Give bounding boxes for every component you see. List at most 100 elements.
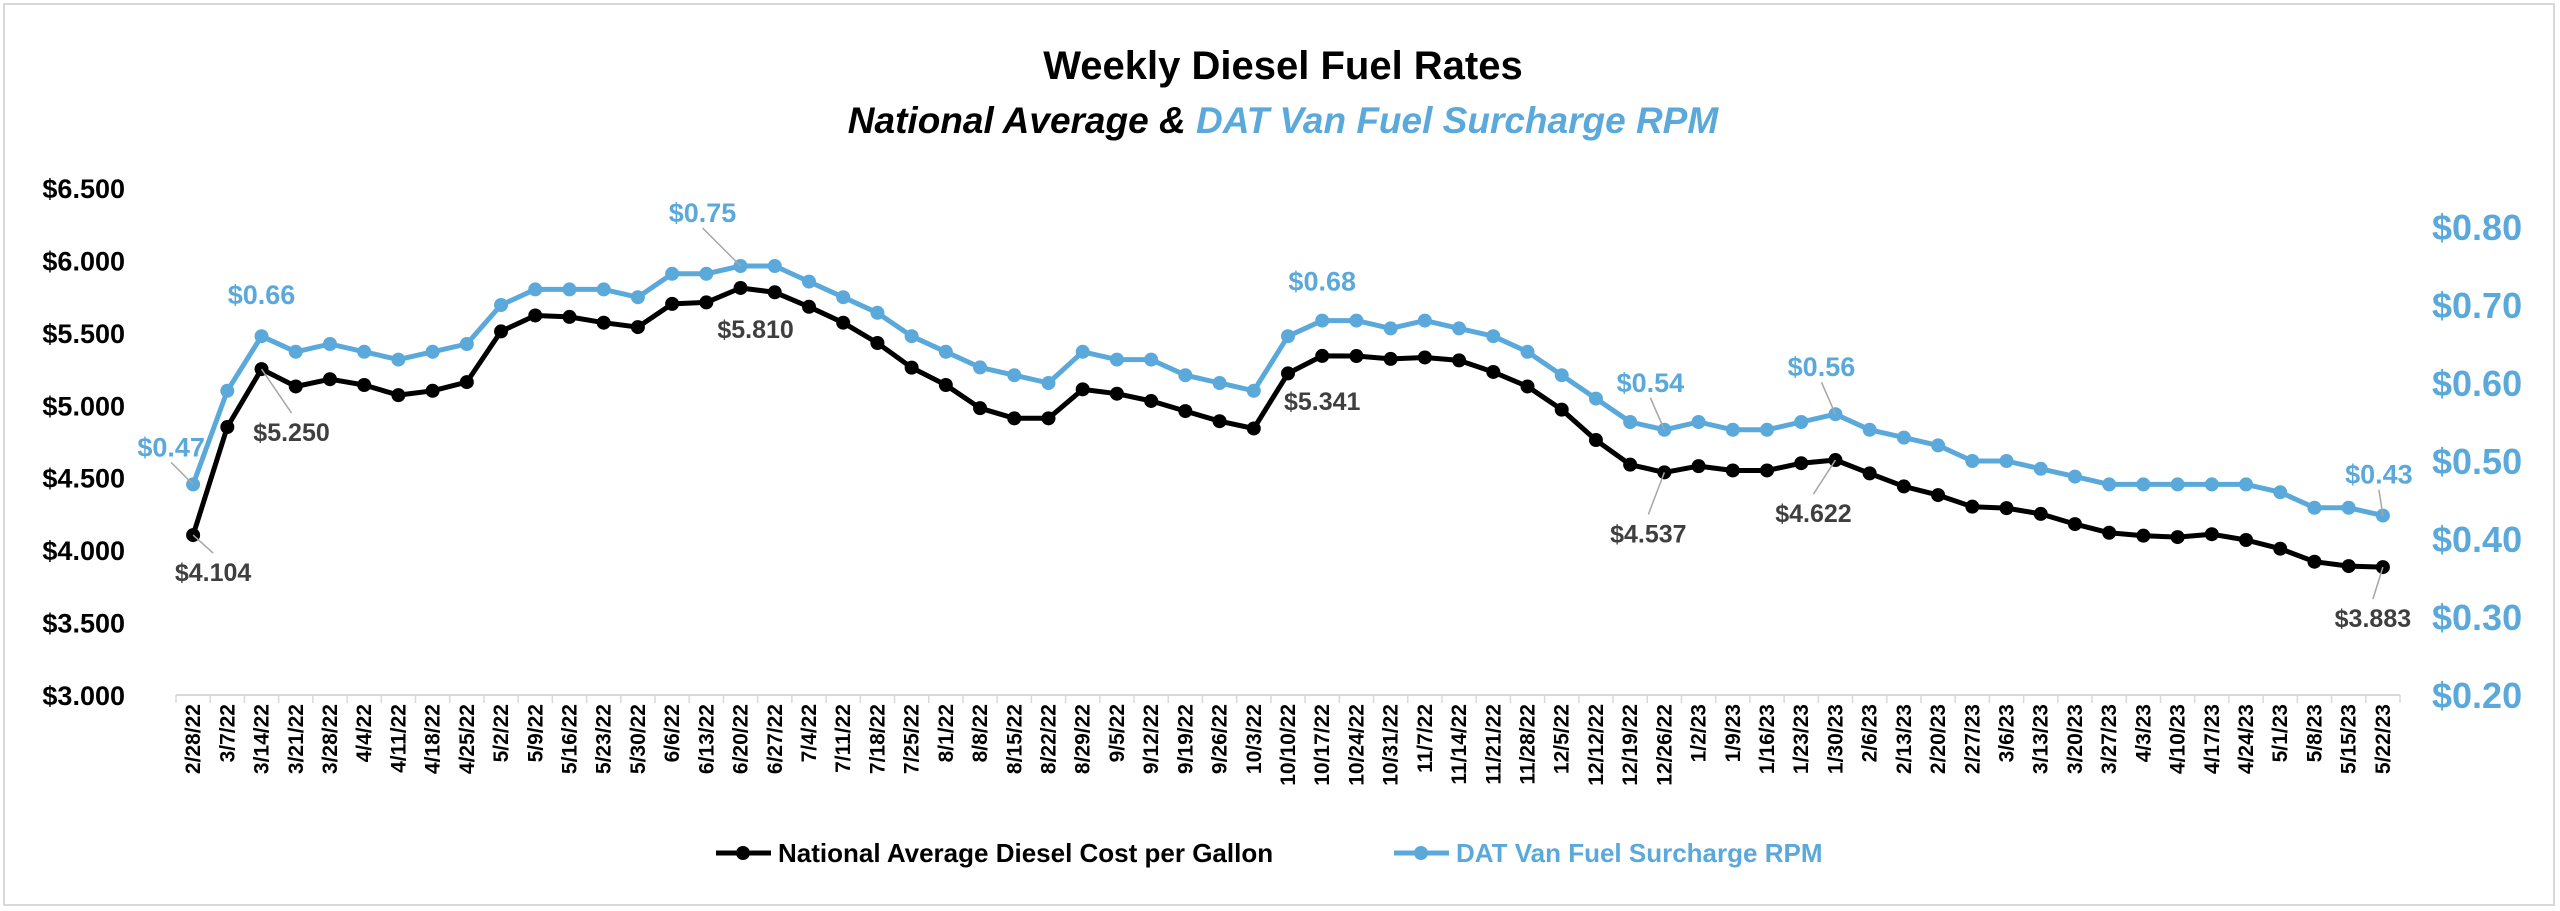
- data-point-dat-surcharge: [1725, 422, 1740, 437]
- x-tick-label: 6/13/22: [695, 704, 718, 774]
- data-label-national-average: $5.341: [1284, 388, 1361, 416]
- data-point-national-average: [1246, 421, 1261, 436]
- data-point-national-average: [870, 335, 885, 350]
- data-point-national-average: [1417, 350, 1432, 365]
- data-point-dat-surcharge: [1486, 329, 1501, 344]
- data-label-dat-surcharge: $0.75: [669, 198, 737, 228]
- x-tick-label: 9/19/22: [1174, 704, 1197, 774]
- x-tick-label: 1/23/23: [1790, 704, 1813, 774]
- x-tick-label: 3/27/23: [2098, 704, 2121, 774]
- data-point-national-average: [904, 360, 919, 375]
- data-point-national-average: [1691, 459, 1706, 474]
- x-tick-label: 9/5/22: [1106, 704, 1129, 762]
- data-point-dat-surcharge: [2170, 477, 2185, 492]
- data-point-dat-surcharge: [1999, 454, 2014, 468]
- x-tick-label: 6/6/22: [661, 704, 684, 762]
- data-point-dat-surcharge: [1349, 313, 1364, 328]
- data-point-national-average: [1075, 382, 1090, 397]
- x-tick-label: 5/8/23: [2303, 704, 2326, 762]
- annotation-leader-line: [170, 461, 194, 485]
- x-tick-label: 5/30/22: [627, 704, 650, 774]
- x-tick-label: 3/21/22: [285, 704, 308, 774]
- x-tick-label: 1/9/23: [1722, 704, 1745, 762]
- data-point-dat-surcharge: [357, 344, 372, 359]
- data-point-dat-surcharge: [870, 305, 885, 320]
- x-tick-label: 5/22/23: [2372, 704, 2395, 774]
- x-tick-label: 2/13/23: [1893, 704, 1916, 774]
- data-point-dat-surcharge: [630, 290, 645, 305]
- data-point-dat-surcharge: [288, 344, 303, 359]
- left-axis-tick-label: $5.000: [42, 391, 125, 421]
- annotation-leader-line: [1647, 472, 1666, 515]
- x-tick-label: 3/13/23: [2030, 704, 2053, 774]
- data-point-dat-surcharge: [2067, 469, 2082, 484]
- x-tick-label: 8/29/22: [1072, 704, 1095, 774]
- x-tick-label: 5/1/23: [2269, 704, 2292, 762]
- data-point-national-average: [2170, 530, 2185, 545]
- data-point-national-average: [528, 308, 543, 323]
- data-label-dat-surcharge: $0.56: [1788, 352, 1856, 382]
- data-point-national-average: [938, 378, 953, 393]
- x-tick-label: 8/15/22: [1003, 704, 1026, 774]
- x-tick-label: 1/16/23: [1756, 704, 1779, 774]
- x-tick-label: 5/23/22: [593, 704, 616, 774]
- chart-title: Weekly Diesel Fuel Rates: [1043, 44, 1523, 88]
- data-point-dat-surcharge: [391, 352, 406, 367]
- left-axis-tick-label: $6.500: [42, 174, 125, 204]
- data-point-national-average: [2307, 554, 2322, 569]
- chart-frame: [3, 3, 2555, 906]
- data-point-dat-surcharge: [1931, 438, 1946, 453]
- x-tick-label: 4/3/23: [2132, 704, 2155, 762]
- data-point-national-average: [836, 315, 851, 330]
- data-point-dat-surcharge: [1144, 352, 1159, 367]
- legend-label-dat-surcharge: DAT Van Fuel Surcharge RPM: [1456, 838, 1822, 868]
- data-point-dat-surcharge: [1178, 368, 1193, 383]
- data-point-national-average: [1999, 501, 2014, 516]
- data-label-dat-surcharge: $0.68: [1288, 267, 1356, 297]
- x-tick-label: 10/24/22: [1345, 704, 1368, 786]
- data-point-national-average: [2204, 527, 2219, 542]
- data-point-dat-surcharge: [1109, 352, 1124, 367]
- data-point-dat-surcharge: [1041, 376, 1056, 390]
- x-tick-label: 11/28/22: [1517, 704, 1540, 785]
- data-label-national-average: $5.250: [253, 419, 329, 447]
- data-point-national-average: [1041, 411, 1056, 426]
- x-tick-label: 7/11/22: [832, 704, 855, 773]
- data-point-dat-surcharge: [1623, 415, 1638, 429]
- data-point-dat-surcharge: [1452, 321, 1467, 336]
- x-tick-label: 4/18/22: [422, 704, 445, 774]
- data-point-dat-surcharge: [1862, 422, 1877, 437]
- chart-subtitle-part2: DAT Van Fuel Surcharge RPM: [1196, 100, 1719, 141]
- data-point-national-average: [767, 285, 782, 300]
- data-point-national-average: [1383, 351, 1398, 366]
- annotation-leader-line: [1812, 459, 1837, 495]
- data-point-dat-surcharge: [1965, 454, 1980, 468]
- left-axis-tick-label: $4.000: [42, 536, 125, 566]
- data-point-dat-surcharge: [1691, 415, 1706, 429]
- data-point-national-average: [1725, 463, 1740, 478]
- data-point-dat-surcharge: [1315, 313, 1330, 328]
- right-axis-tick-label: $0.30: [2432, 597, 2522, 638]
- data-label-dat-surcharge: $0.54: [1617, 368, 1685, 398]
- legend: National Average Diesel Cost per Gallon D…: [716, 838, 1822, 868]
- data-point-national-average: [2033, 506, 2048, 521]
- right-axis-tick-label: $0.50: [2432, 441, 2522, 482]
- data-point-national-average: [801, 299, 816, 314]
- x-tick-label: 5/16/22: [558, 704, 581, 774]
- data-point-dat-surcharge: [2239, 477, 2254, 492]
- data-point-dat-surcharge: [2102, 477, 2117, 492]
- data-point-national-average: [1588, 433, 1603, 448]
- data-point-dat-surcharge: [2273, 485, 2288, 500]
- annotation-layer: $0.47 $0.66 $0.75 $0.68 $0.54 $0.56 $0.43 $4.10…: [137, 198, 2412, 633]
- x-tick-label: 7/18/22: [866, 704, 889, 774]
- data-point-national-average: [391, 388, 406, 403]
- data-point-national-average: [1281, 366, 1295, 381]
- data-point-dat-surcharge: [2033, 461, 2048, 476]
- right-y-axis: $0.20 $0.30 $0.40 $0.50 $0.60 $0.70 $0.80: [2432, 207, 2522, 716]
- data-point-dat-surcharge: [322, 337, 337, 351]
- data-label-dat-surcharge: $0.66: [228, 280, 296, 310]
- x-tick-label: 11/21/22: [1482, 704, 1505, 785]
- series-layer: [186, 259, 2390, 575]
- x-tick-label: 5/9/22: [524, 704, 547, 762]
